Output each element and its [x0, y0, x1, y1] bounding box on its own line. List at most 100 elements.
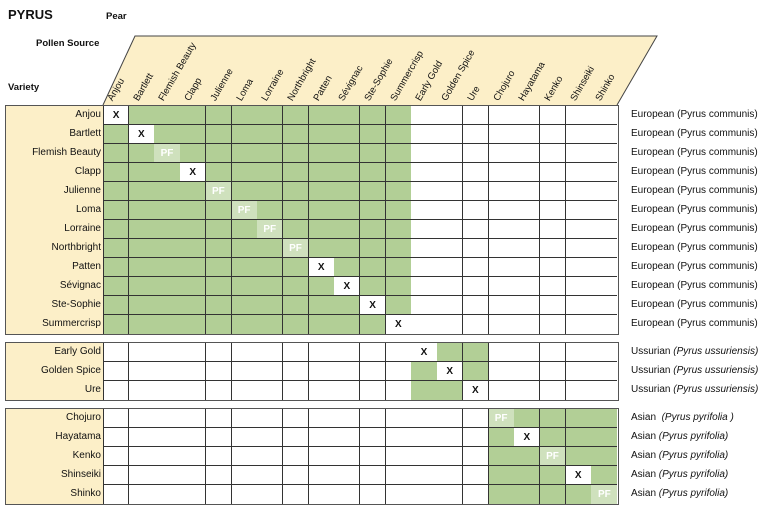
row-label: Ste-Sophie — [51, 299, 101, 310]
compatible-cell — [514, 466, 541, 485]
empty-cell — [103, 466, 130, 485]
empty-cell — [488, 201, 515, 220]
empty-cell — [205, 362, 232, 381]
diagonal-cell: X — [180, 163, 207, 182]
compatible-cell — [231, 163, 258, 182]
species-common: Asian — [631, 431, 659, 442]
compatible-cell — [308, 163, 335, 182]
compatible-cell — [154, 220, 181, 239]
empty-cell — [488, 182, 515, 201]
empty-cell — [308, 343, 335, 362]
row-label: Bartlett — [69, 128, 101, 139]
row-label: Julienne — [63, 185, 101, 196]
compatible-cell — [128, 106, 155, 125]
page-title: PYRUS — [8, 7, 53, 22]
compatible-cell — [231, 296, 258, 315]
compatible-cell — [205, 125, 232, 144]
compatible-cell — [180, 220, 207, 239]
row-label: Hayatama — [55, 431, 101, 442]
empty-cell — [514, 277, 541, 296]
empty-cell — [462, 163, 489, 182]
variety-label-column: Early Gold Golden Spice Ure — [6, 343, 103, 400]
species-latin: (Pyrus pyrifolia) — [658, 450, 729, 461]
species-label: European (Pyrus communis) — [631, 185, 758, 196]
empty-cell — [103, 362, 130, 381]
compatible-cell — [308, 201, 335, 220]
species-common: Ussurian — [631, 346, 674, 357]
compatible-cell — [180, 258, 207, 277]
species-label: European (Pyrus communis) — [631, 280, 758, 291]
compatible-cell — [154, 182, 181, 201]
species-common: Ussurian — [631, 384, 674, 395]
empty-cell — [154, 466, 181, 485]
empty-cell — [514, 182, 541, 201]
group-ussurian: Early Gold Golden Spice Ure X X X — [5, 342, 619, 401]
group-asian: Chojuro Hayatama Kenko Shinseiki Shinko PF X PF… — [5, 408, 619, 505]
compatible-cell — [385, 277, 412, 296]
compatible-cell — [514, 447, 541, 466]
compatible-cell — [565, 485, 592, 504]
compatible-cell — [360, 125, 387, 144]
species-common: Asian — [631, 412, 662, 423]
empty-cell — [514, 163, 541, 182]
empty-cell — [360, 447, 387, 466]
row-label: Shinko — [70, 488, 101, 499]
compatible-cell — [180, 201, 207, 220]
compatible-cell — [385, 106, 412, 125]
compatible-cell — [231, 258, 258, 277]
empty-cell — [257, 409, 284, 428]
empty-cell — [360, 428, 387, 447]
empty-cell — [282, 428, 310, 447]
empty-cell — [488, 362, 515, 381]
species-common: European (Pyrus communis) — [631, 147, 758, 158]
empty-cell — [411, 466, 438, 485]
compatible-cell — [128, 201, 155, 220]
empty-cell — [180, 428, 207, 447]
column-header: Ure — [465, 84, 483, 103]
compatible-cell — [360, 106, 387, 125]
compatible-cell — [591, 428, 618, 447]
column-header: Bartlett — [131, 71, 156, 103]
compatible-cell — [385, 296, 412, 315]
empty-cell — [514, 315, 541, 334]
species-latin: (Pyrus pyrifolia) — [658, 488, 729, 499]
empty-cell — [488, 296, 515, 315]
diagonal-cell: X — [385, 315, 412, 334]
empty-cell — [334, 409, 361, 428]
row-label: Anjou — [75, 109, 101, 120]
empty-cell — [514, 296, 541, 315]
empty-cell — [539, 220, 567, 239]
empty-cell — [411, 409, 438, 428]
compatible-cell — [565, 409, 592, 428]
empty-cell — [128, 381, 155, 400]
compatible-cell — [282, 220, 310, 239]
empty-cell — [257, 485, 284, 504]
diagonal-cell: PF — [282, 239, 310, 258]
compatible-cell — [205, 220, 232, 239]
empty-cell — [539, 201, 567, 220]
empty-cell — [385, 409, 412, 428]
compatible-cell — [103, 163, 130, 182]
empty-cell — [231, 485, 258, 504]
empty-cell — [437, 182, 464, 201]
species-label: European (Pyrus communis) — [631, 242, 758, 253]
empty-cell — [591, 144, 618, 163]
compatible-cell — [385, 258, 412, 277]
compatible-cell — [128, 182, 155, 201]
diagonal-cell: PF — [205, 182, 232, 201]
species-common: Ussurian — [631, 365, 674, 376]
empty-cell — [334, 362, 361, 381]
empty-cell — [385, 343, 412, 362]
compatible-cell — [334, 296, 361, 315]
compatible-cell — [334, 144, 361, 163]
compatible-cell — [103, 220, 130, 239]
empty-cell — [282, 362, 310, 381]
compatible-cell — [282, 258, 310, 277]
empty-cell — [488, 125, 515, 144]
empty-cell — [437, 428, 464, 447]
species-common: European (Pyrus communis) — [631, 242, 758, 253]
empty-cell — [180, 381, 207, 400]
species-label: Ussurian (Pyrus ussuriensis) — [631, 346, 758, 357]
column-header: Julienne — [208, 66, 236, 103]
compatible-cell — [103, 315, 130, 334]
